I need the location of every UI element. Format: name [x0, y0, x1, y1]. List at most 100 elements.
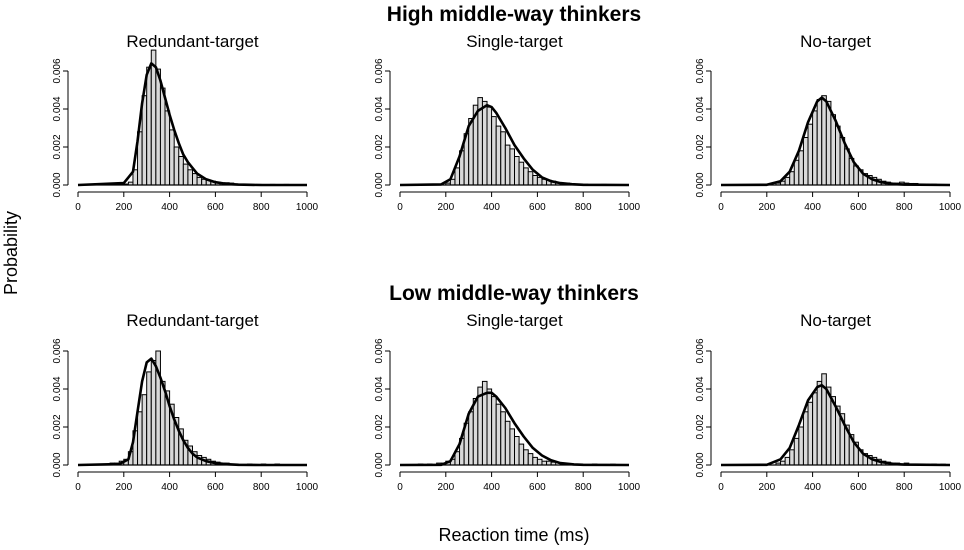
y-tick-label: 0.000 — [52, 452, 63, 477]
histogram-bar — [789, 449, 795, 466]
histogram-bar — [816, 380, 823, 466]
x-tick-label: 800 — [253, 202, 270, 213]
y-axis-label: Probability — [1, 211, 21, 295]
histogram-bar — [495, 125, 502, 186]
y-tick-label: 0.006 — [695, 338, 706, 363]
group-title-high: High middle-way thinkers — [387, 3, 641, 26]
x-tick-label: 1000 — [618, 482, 641, 493]
histogram-bar — [518, 443, 525, 466]
histogram-bar — [187, 169, 193, 186]
histogram-bar — [164, 110, 171, 186]
x-tick-label: 400 — [483, 202, 500, 213]
histogram-bar — [500, 411, 506, 466]
x-tick-label: 400 — [804, 482, 821, 493]
panels: Redundant-target 0 200 400 600 800 1000 0.000 0.… — [52, 32, 962, 493]
y-tick-label: 0.002 — [52, 134, 63, 159]
x-tick-label: 800 — [253, 482, 270, 493]
x-tick-label: 0 — [397, 202, 403, 213]
histogram-bar — [137, 411, 143, 466]
histogram-bar — [527, 453, 534, 466]
y-tick-label: 0.002 — [695, 414, 706, 439]
x-tick-label: 0 — [718, 202, 724, 213]
y-tick-label: 0.000 — [374, 172, 385, 197]
histogram-bar — [477, 386, 483, 466]
y-tick-label: 0.000 — [374, 452, 385, 477]
histogram-bar — [169, 129, 175, 186]
y-tick-label: 0.006 — [374, 338, 385, 363]
x-tick-label: 1000 — [939, 202, 962, 213]
histogram-bar — [155, 68, 161, 186]
y-tick-label: 0.006 — [52, 338, 63, 363]
panel-4: Redundant-target 0 200 400 600 800 1000 0.000 0.… — [52, 311, 319, 493]
x-tick-label: 200 — [437, 482, 454, 493]
y-tick-label: 0.000 — [52, 172, 63, 197]
histogram-bar — [536, 458, 543, 466]
x-tick-label: 200 — [115, 202, 132, 213]
density-curve — [720, 383, 951, 467]
histogram-bar — [798, 426, 804, 466]
histogram-bar — [146, 371, 152, 466]
y-tick-label: 0.004 — [52, 96, 63, 121]
histogram-bar — [192, 173, 198, 186]
x-tick-label: 200 — [437, 202, 454, 213]
histogram-bar — [793, 437, 800, 466]
histogram-bar — [495, 403, 502, 466]
histogram-bar — [812, 110, 818, 186]
x-tick-label: 600 — [207, 482, 224, 493]
histogram-bar — [500, 131, 506, 186]
histogram-bar — [173, 146, 180, 186]
panel-title: Redundant-target — [126, 32, 259, 51]
x-tick-label: 0 — [75, 482, 81, 493]
histogram-bar — [182, 163, 189, 186]
x-tick-label: 0 — [718, 482, 724, 493]
x-tick-label: 400 — [161, 482, 178, 493]
histogram-bar — [802, 137, 809, 186]
histogram-bar — [486, 388, 493, 466]
x-tick-label: 0 — [397, 482, 403, 493]
histogram-bar — [844, 148, 850, 186]
x-tick-label: 0 — [75, 202, 81, 213]
histogram-bar — [784, 176, 791, 186]
histogram-bar — [807, 123, 814, 186]
y-tick-label: 0.002 — [374, 414, 385, 439]
histogram-bar — [807, 401, 814, 466]
x-tick-label: 600 — [850, 202, 867, 213]
histogram-bar — [159, 87, 166, 186]
x-tick-label: 1000 — [618, 202, 641, 213]
x-tick-label: 400 — [483, 482, 500, 493]
density-curve — [399, 103, 630, 187]
density-curve — [77, 357, 307, 467]
density-curve — [77, 62, 307, 187]
histogram-bar — [178, 156, 184, 186]
histogram-bar — [504, 144, 511, 186]
x-tick-label: 1000 — [296, 482, 319, 493]
x-tick-label: 800 — [896, 482, 913, 493]
x-tick-label: 200 — [758, 482, 775, 493]
histogram-bar — [793, 159, 800, 186]
histogram-bar — [468, 411, 474, 466]
histogram-bar — [821, 95, 827, 186]
histogram-bar — [454, 167, 461, 186]
x-tick-label: 1000 — [939, 482, 962, 493]
y-tick-label: 0.002 — [374, 134, 385, 159]
panel-title: No-target — [800, 32, 871, 51]
y-tick-label: 0.002 — [695, 134, 706, 159]
x-tick-label: 200 — [115, 482, 132, 493]
histogram-bar — [486, 106, 493, 186]
histogram-bar — [491, 396, 497, 466]
density-curve — [720, 96, 951, 187]
histogram-bar — [146, 66, 152, 186]
x-tick-label: 800 — [575, 202, 592, 213]
histogram-bar — [816, 99, 823, 186]
x-tick-label: 1000 — [296, 202, 319, 213]
panel-2: Single-target 0 200 400 600 800 1000 0.000 0.002… — [374, 32, 641, 213]
histogram-bar — [150, 360, 157, 466]
group-title-low: Low middle-way thinkers — [389, 282, 639, 305]
histogram-bar — [509, 428, 516, 466]
panel-3: No-target 0 200 400 600 800 1000 0.000 0.002 0.00… — [695, 32, 962, 213]
histogram-bar — [141, 95, 148, 186]
histogram-bar — [789, 171, 795, 186]
histogram-bar — [504, 420, 511, 466]
histogram-bar — [830, 114, 836, 186]
